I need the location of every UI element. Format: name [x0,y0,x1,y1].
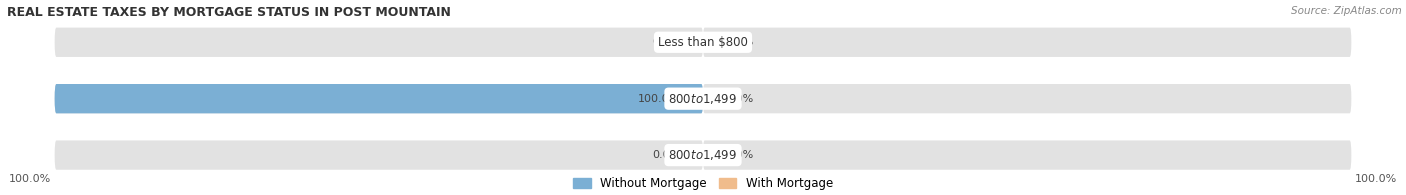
Text: 0.0%: 0.0% [652,150,681,160]
Text: 100.0%: 100.0% [1354,174,1396,184]
Text: Less than $800: Less than $800 [658,36,748,49]
Text: $800 to $1,499: $800 to $1,499 [668,92,738,106]
Text: $800 to $1,499: $800 to $1,499 [668,148,738,162]
Text: 100.0%: 100.0% [638,94,681,104]
Text: 0.0%: 0.0% [725,150,754,160]
FancyBboxPatch shape [55,140,703,170]
Text: 0.0%: 0.0% [652,37,681,47]
Text: 0.0%: 0.0% [725,94,754,104]
FancyBboxPatch shape [703,28,1351,57]
FancyBboxPatch shape [703,84,1351,113]
Text: Source: ZipAtlas.com: Source: ZipAtlas.com [1291,6,1402,16]
Text: 100.0%: 100.0% [10,174,52,184]
FancyBboxPatch shape [55,84,703,113]
Text: REAL ESTATE TAXES BY MORTGAGE STATUS IN POST MOUNTAIN: REAL ESTATE TAXES BY MORTGAGE STATUS IN … [7,6,451,19]
FancyBboxPatch shape [55,28,703,57]
FancyBboxPatch shape [55,84,703,113]
Legend: Without Mortgage, With Mortgage: Without Mortgage, With Mortgage [568,172,838,195]
Text: 0.0%: 0.0% [725,37,754,47]
FancyBboxPatch shape [703,140,1351,170]
